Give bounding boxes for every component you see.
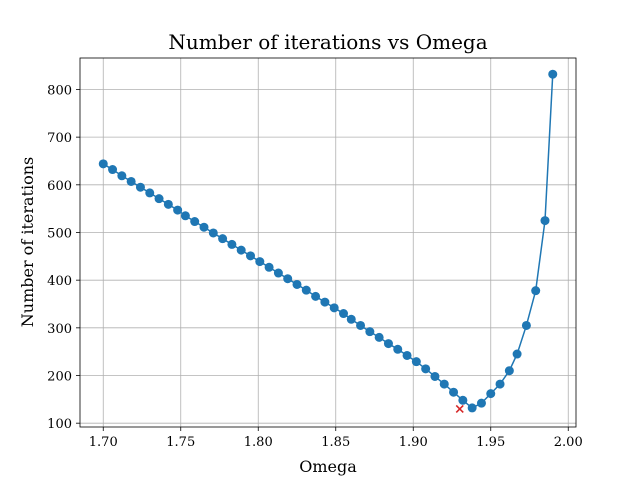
- x-tick-label: 1.75: [166, 435, 195, 450]
- x-tick-label: 2.00: [554, 435, 583, 450]
- y-tick-label: 800: [47, 83, 72, 98]
- series-line: [102, 74, 554, 409]
- data-point: [504, 366, 514, 376]
- data-point: [180, 211, 190, 221]
- y-tick-label: 600: [47, 179, 72, 194]
- x-tick-label: 1.70: [89, 435, 118, 450]
- y-tick-label: 100: [47, 417, 72, 432]
- data-point: [411, 357, 421, 367]
- data-point: [521, 320, 531, 330]
- y-tick-label: 300: [47, 322, 72, 337]
- data-point: [154, 194, 164, 204]
- data-point: [439, 379, 449, 389]
- data-point: [236, 245, 246, 255]
- data-point: [273, 268, 283, 278]
- x-tick-label: 1.95: [476, 435, 505, 450]
- optimum-marker: [455, 404, 464, 413]
- data-point: [467, 403, 477, 413]
- data-point: [199, 222, 209, 232]
- data-points: [98, 69, 558, 413]
- x-tick-label: 1.90: [399, 435, 428, 450]
- data-point: [227, 239, 237, 249]
- data-point: [365, 327, 375, 337]
- series-layer: [102, 74, 554, 409]
- data-point: [292, 279, 302, 289]
- data-point: [255, 257, 265, 267]
- data-point: [449, 387, 459, 397]
- data-point: [531, 286, 541, 296]
- data-point: [346, 314, 356, 324]
- data-point: [486, 389, 496, 399]
- data-point: [264, 262, 274, 272]
- x-axis: 1.70 1.75 1.80 1.85 1.90 1.95 2.00: [89, 427, 583, 450]
- data-point: [548, 69, 558, 79]
- data-point: [218, 234, 228, 244]
- data-point: [421, 364, 431, 374]
- data-point: [393, 344, 403, 354]
- y-axis-label: Number of iterations: [18, 157, 37, 327]
- data-point: [458, 395, 468, 405]
- data-point: [246, 251, 255, 261]
- data-point: [374, 332, 384, 342]
- data-point: [356, 320, 366, 330]
- data-point: [190, 217, 200, 227]
- data-point: [108, 165, 118, 175]
- data-point: [301, 285, 311, 295]
- y-tick-label: 700: [47, 131, 72, 146]
- data-point: [402, 350, 412, 360]
- data-point: [512, 349, 522, 359]
- plot-frame: [79, 57, 577, 428]
- data-point: [135, 182, 145, 192]
- x-tick-label: 1.80: [244, 435, 273, 450]
- data-point: [430, 371, 440, 381]
- data-point: [163, 199, 173, 209]
- data-point: [339, 309, 348, 319]
- optimum-x-stroke: [455, 404, 464, 413]
- data-point: [117, 171, 127, 181]
- data-point: [98, 159, 108, 169]
- y-tick-label: 500: [47, 226, 72, 241]
- data-point: [173, 205, 183, 215]
- data-point: [495, 379, 505, 389]
- data-point: [383, 339, 393, 349]
- grid: [80, 58, 576, 427]
- y-tick-label: 400: [47, 274, 72, 289]
- data-point: [320, 297, 330, 307]
- data-point: [283, 274, 293, 284]
- data-point: [329, 303, 339, 313]
- data-point: [126, 176, 136, 186]
- data-point: [208, 228, 218, 238]
- chart-title: Number of iterations vs Omega: [168, 30, 487, 54]
- data-point: [145, 188, 155, 198]
- x-axis-label: Omega: [299, 457, 357, 476]
- x-tick-label: 1.85: [321, 435, 350, 450]
- data-point: [311, 291, 321, 301]
- y-axis: 100 200 300 400 500 600 700 800: [47, 83, 80, 432]
- data-point: [476, 398, 486, 408]
- y-tick-label: 200: [47, 370, 72, 385]
- data-point: [540, 216, 550, 226]
